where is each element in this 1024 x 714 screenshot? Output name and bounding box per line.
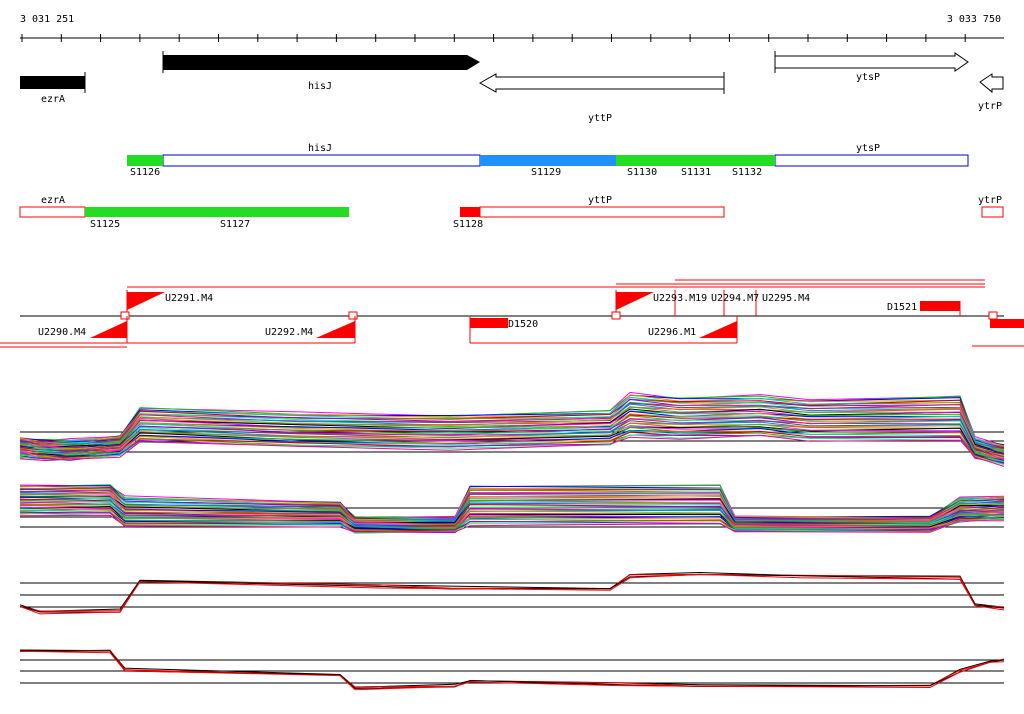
segment-outline-ezrA (19, 206, 86, 218)
gene-ytrP-label: ytrP (978, 101, 1002, 112)
segment-S1125-S1127[interactable] (85, 207, 349, 217)
expression-traces-4 (19, 649, 1005, 691)
expression-trace (19, 514, 1004, 533)
expression-trace (19, 573, 1005, 612)
segment-S1126[interactable] (127, 155, 163, 166)
feature-marker (988, 311, 998, 320)
segment-gene-label-hisJ: hisJ (308, 143, 332, 154)
promoter-U2291[interactable] (127, 292, 165, 310)
expression-traces-2 (19, 484, 1005, 534)
expression-trace (19, 511, 1005, 532)
segment-S1130-S1132[interactable] (616, 155, 775, 166)
segment-S1128[interactable] (460, 207, 480, 217)
segment-track-forward: hisJ ytsP S1126 S1129 S1130 S1131 S1132 (127, 143, 969, 178)
feature-label-U2292: U2292.M4 (265, 327, 313, 338)
expression-trace (19, 417, 1005, 458)
gene-hisJ-label: hisJ (308, 81, 332, 92)
feature-label-U2291: U2291.M4 (165, 293, 213, 304)
feature-label-U2295: U2295.M4 (762, 293, 810, 304)
terminator-D1521[interactable] (920, 301, 960, 311)
expression-panel-3 (19, 571, 1005, 615)
promoter-U2293[interactable] (616, 292, 654, 310)
promoter-U2292[interactable] (316, 321, 355, 338)
segment-track-reverse: ezrA yttP ytrP S1125 S1127 S1128 (19, 195, 1004, 230)
gene-ezrA[interactable]: ezrA (20, 72, 86, 105)
segment-gene-label-ytsP: ytsP (856, 143, 880, 154)
feature-marker (348, 311, 358, 320)
expression-trace (19, 500, 1005, 527)
promoter-U2290[interactable] (90, 321, 127, 338)
gene-hisJ[interactable]: hisJ (162, 51, 480, 92)
expression-trace (19, 422, 1005, 460)
feature-marker (120, 311, 130, 320)
segment-outline-yttP (479, 206, 725, 218)
gene-track: ezrA hisJ yttP ytsP ytrP (20, 51, 1004, 124)
terminator-D1520[interactable] (470, 318, 508, 328)
segment-label-S1126: S1126 (130, 167, 160, 178)
gene-ezrA-label: ezrA (41, 94, 65, 105)
expression-traces-3 (19, 571, 1005, 615)
segment-label-S1125: S1125 (90, 219, 120, 230)
segment-label-S1129: S1129 (531, 167, 561, 178)
expression-trace (19, 410, 1005, 455)
segment-label-S1132: S1132 (732, 167, 762, 178)
segment-outline-ytsP (774, 154, 969, 167)
expression-panel-4 (19, 649, 1005, 691)
gene-ytrP[interactable]: ytrP (978, 73, 1004, 112)
feature-label-U2296: U2296.M1 (648, 327, 696, 338)
segment-label-S1131: S1131 (681, 167, 711, 178)
coordinate-ruler: 3 031 251 3 033 750 (20, 14, 1004, 42)
gene-yttP[interactable]: yttP (478, 72, 725, 124)
expression-trace (19, 434, 1005, 467)
terminator-edge[interactable] (990, 319, 1024, 328)
feature-label-D1521: D1521 (887, 302, 917, 313)
feature-label-D1520: D1520 (508, 319, 538, 330)
expression-trace (19, 434, 1005, 465)
segment-gene-label-yttP: yttP (588, 195, 612, 206)
expression-panel-2 (19, 484, 1005, 534)
expression-trace (19, 508, 1005, 531)
gene-yttP-label: yttP (588, 113, 612, 124)
expression-traces-1 (19, 391, 1005, 467)
gene-ytsP[interactable]: ytsP (774, 51, 969, 83)
segment-label-S1130: S1130 (627, 167, 657, 178)
segment-gene-label-ezrA: ezrA (41, 195, 65, 206)
segment-outline-ytrP (981, 206, 1004, 218)
segment-label-S1127: S1127 (220, 219, 250, 230)
feature-track: U2291.M4 U2293.M19 U2294.M7 U2295.M4 D15… (0, 279, 1024, 348)
expression-trace (19, 573, 1005, 615)
expression-panel-1 (19, 391, 1005, 467)
feature-label-U2294: U2294.M7 (711, 293, 759, 304)
coord-end-label: 3 033 750 (947, 14, 1001, 25)
segment-label-S1128: S1128 (453, 219, 483, 230)
feature-label-U2293: U2293.M19 (653, 293, 707, 304)
coord-start-label: 3 031 251 (20, 14, 74, 25)
expression-trace (19, 650, 1005, 691)
feature-label-U2290: U2290.M4 (38, 327, 86, 338)
segment-outline-hisJ (162, 154, 481, 167)
feature-marker (611, 311, 621, 320)
ruler-ticks (21, 34, 966, 42)
segment-gene-label-ytrP: ytrP (978, 195, 1002, 206)
segment-S1129[interactable] (480, 155, 616, 166)
gene-ytsP-label: ytsP (856, 72, 880, 83)
promoter-U2296[interactable] (699, 321, 737, 338)
expression-trace (19, 398, 1005, 449)
